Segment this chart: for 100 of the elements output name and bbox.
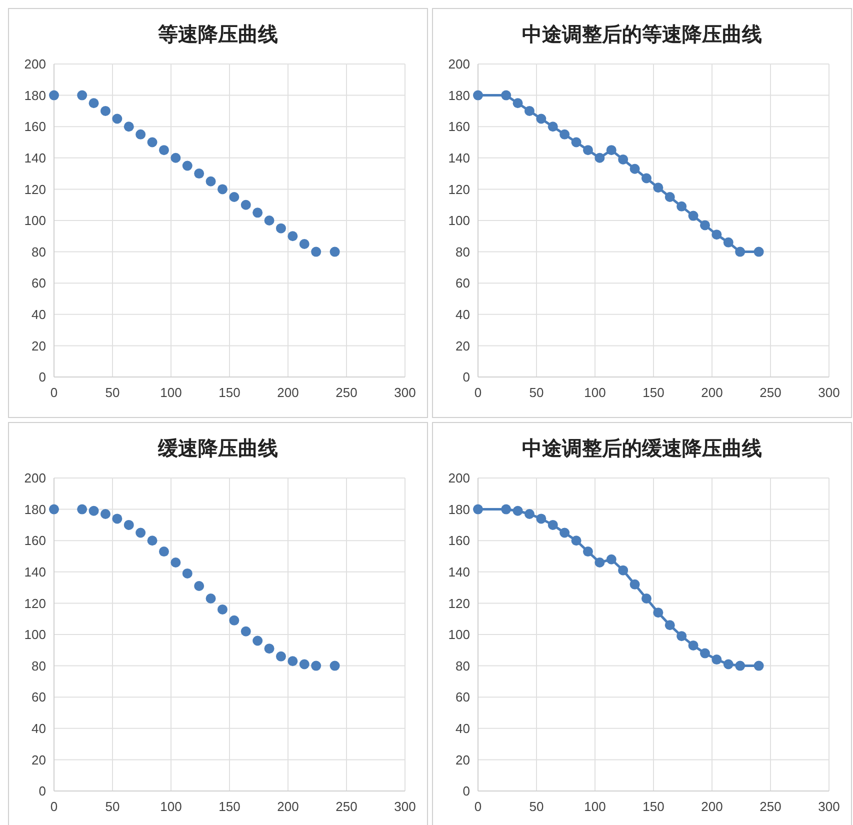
point <box>536 514 546 524</box>
point <box>217 184 228 194</box>
x-tick-label: 200 <box>701 385 723 400</box>
chart-title: 中途调整后的缓速降压曲线 <box>522 436 762 460</box>
point <box>229 192 240 202</box>
x-tick-label: 200 <box>277 385 299 400</box>
x-tick-label: 250 <box>760 385 782 400</box>
x-tick-label: 300 <box>818 385 840 400</box>
point <box>276 651 286 662</box>
point <box>124 122 134 132</box>
point <box>100 508 110 519</box>
point <box>688 210 698 221</box>
point <box>182 568 192 578</box>
point <box>524 106 534 116</box>
point <box>653 182 664 193</box>
x-tick-label: 200 <box>701 799 723 814</box>
x-tick-label: 150 <box>218 799 240 814</box>
y-tick-label: 40 <box>456 306 470 322</box>
point <box>524 508 534 519</box>
point <box>571 137 582 148</box>
point <box>229 615 240 626</box>
y-tick-label: 20 <box>456 752 470 768</box>
point <box>473 504 483 514</box>
point <box>754 246 764 257</box>
y-tick-label: 40 <box>456 720 470 736</box>
x-tick-label: 300 <box>394 385 416 400</box>
point <box>712 230 722 240</box>
point <box>112 514 122 524</box>
x-tick-label: 50 <box>529 799 544 814</box>
y-tick-label: 120 <box>448 596 470 611</box>
y-tick-label: 40 <box>32 306 46 322</box>
x-tick-label: 100 <box>160 385 182 400</box>
point <box>606 145 616 156</box>
y-tick-label: 60 <box>456 690 470 705</box>
point <box>582 145 593 156</box>
point <box>240 626 251 636</box>
x-tick-label: 300 <box>394 799 416 814</box>
x-tick-label: 150 <box>218 385 240 400</box>
y-tick-label: 60 <box>32 690 46 705</box>
point <box>735 246 746 257</box>
point <box>735 660 746 671</box>
point <box>571 536 582 546</box>
y-tick-label: 200 <box>24 470 46 486</box>
point <box>252 636 263 646</box>
point <box>594 558 605 568</box>
x-tick-label: 0 <box>474 385 482 400</box>
point <box>606 554 616 564</box>
y-tick-label: 0 <box>38 784 46 799</box>
point <box>676 201 687 212</box>
point <box>147 536 158 546</box>
y-tick-label: 180 <box>24 502 46 517</box>
point <box>206 176 216 186</box>
point <box>618 154 628 164</box>
point <box>252 208 263 218</box>
point <box>582 546 593 557</box>
x-tick-label: 100 <box>160 799 182 814</box>
point <box>288 656 298 666</box>
point <box>170 152 181 163</box>
point <box>594 152 605 163</box>
point <box>182 160 192 171</box>
point <box>536 114 546 124</box>
y-tick-label: 80 <box>32 658 46 674</box>
y-tick-label: 140 <box>24 150 46 166</box>
y-tick-label: 180 <box>448 502 470 517</box>
point <box>77 90 88 100</box>
y-tick-label: 200 <box>448 470 470 486</box>
point <box>754 660 764 671</box>
point <box>512 506 523 516</box>
y-tick-label: 200 <box>24 56 46 72</box>
x-tick-label: 250 <box>336 385 358 400</box>
x-tick-label: 50 <box>529 385 544 400</box>
y-tick-label: 160 <box>24 119 46 134</box>
y-tick-label: 100 <box>448 213 470 228</box>
point <box>88 98 99 108</box>
point <box>147 137 158 148</box>
point <box>664 192 675 202</box>
y-tick-label: 160 <box>448 533 470 548</box>
point <box>49 504 59 514</box>
point <box>641 173 652 184</box>
y-tick-label: 20 <box>456 338 470 354</box>
x-tick-label: 200 <box>277 799 299 814</box>
x-tick-label: 300 <box>818 799 840 814</box>
y-tick-label: 100 <box>24 213 46 228</box>
point <box>206 594 216 604</box>
y-tick-label: 0 <box>462 784 470 799</box>
y-tick-label: 20 <box>32 752 46 768</box>
point <box>630 164 640 174</box>
y-tick-label: 80 <box>456 658 470 674</box>
point <box>194 168 204 179</box>
point <box>264 216 274 226</box>
point <box>124 520 134 530</box>
x-tick-label: 0 <box>474 799 482 814</box>
point <box>240 200 251 210</box>
y-tick-label: 200 <box>448 56 470 72</box>
y-tick-label: 120 <box>448 182 470 197</box>
y-tick-label: 160 <box>24 533 46 548</box>
y-tick-label: 180 <box>448 88 470 103</box>
point <box>217 604 228 614</box>
y-tick-label: 140 <box>448 564 470 580</box>
y-tick-label: 120 <box>24 596 46 611</box>
